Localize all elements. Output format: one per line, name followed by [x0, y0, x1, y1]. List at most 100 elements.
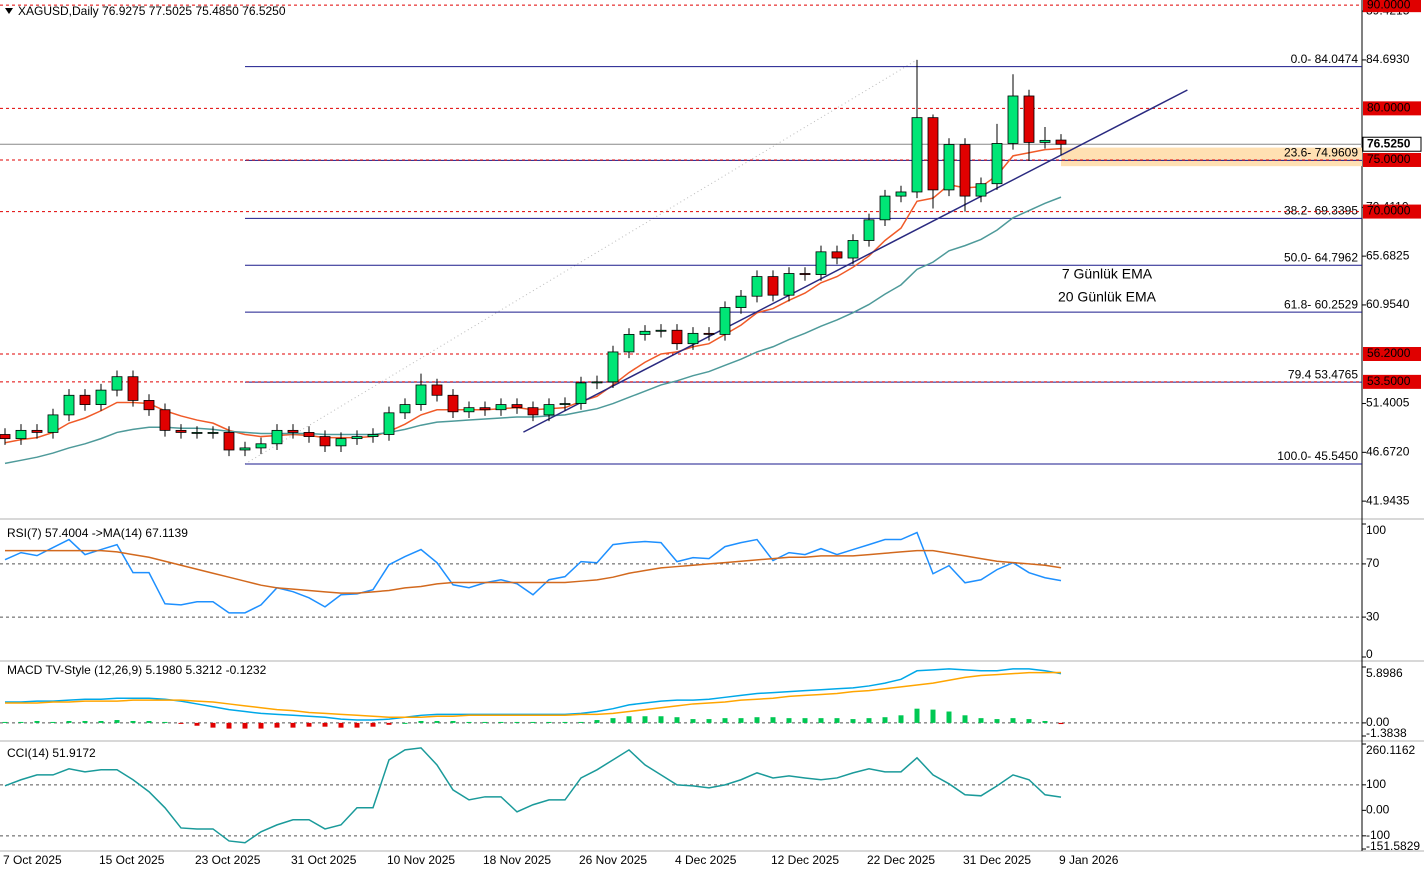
histogram-bar	[146, 720, 152, 723]
fib-label: 50.0- 64.7962	[1284, 250, 1358, 264]
histogram-bar	[226, 722, 232, 729]
ema-annotation: 7 Günlük EMA	[1062, 266, 1153, 282]
histogram-bar	[754, 717, 760, 723]
y-tick-label: 100	[1366, 523, 1386, 537]
indicator-line	[5, 549, 1062, 594]
candle-body	[175, 429, 187, 433]
histogram-bar	[466, 721, 472, 723]
histogram-bar	[882, 717, 888, 723]
current-price-label: 76.5250	[1367, 136, 1411, 150]
x-tick-label: 9 Jan 2026	[1059, 853, 1119, 867]
y-tick-label: 84.6930	[1366, 52, 1410, 66]
level-tag-label: 53.5000	[1367, 374, 1411, 388]
x-tick-label: 15 Oct 2025	[99, 853, 165, 867]
histogram-bar	[578, 721, 584, 723]
candle-body	[911, 117, 923, 193]
fib-label: 61.8- 60.2529	[1284, 297, 1358, 311]
histogram-bar	[546, 721, 552, 723]
level-tag	[1363, 374, 1421, 389]
histogram-bar	[434, 720, 440, 723]
histogram-bar	[770, 717, 776, 723]
histogram-bar	[658, 716, 664, 723]
candle-body	[63, 394, 75, 416]
candle-body	[495, 404, 507, 411]
ema-annotation: 20 Günlük EMA	[1058, 289, 1157, 305]
y-tick-label: 51.4005	[1366, 396, 1410, 410]
histogram-bar	[306, 722, 312, 727]
candle-body	[335, 438, 347, 447]
candle-body	[367, 434, 379, 437]
y-tick-label: 0.00	[1366, 803, 1390, 817]
candle-body	[271, 429, 283, 445]
candle-body	[799, 273, 811, 275]
y-tick-label: 0.00	[1366, 715, 1390, 729]
x-tick-label: 22 Dec 2025	[867, 853, 935, 867]
level-tag-label: 80.0000	[1367, 101, 1411, 115]
histogram-bar	[962, 715, 968, 723]
histogram-bar	[738, 718, 744, 723]
histogram-bar	[674, 717, 680, 723]
macd-line	[5, 668, 1062, 721]
y-tick-label: 60.9540	[1366, 297, 1410, 311]
histogram-bar	[114, 720, 120, 723]
current-price-tag	[1362, 136, 1422, 152]
candle-body	[623, 333, 635, 353]
histogram-bar	[898, 715, 904, 723]
candle-body	[991, 143, 1003, 185]
histogram-bar	[418, 720, 424, 723]
candle-body	[31, 429, 43, 433]
level-tag	[1363, 152, 1421, 167]
histogram-bar	[850, 719, 856, 723]
level-tag-label: 75.0000	[1367, 152, 1411, 166]
histogram-bar	[1042, 720, 1048, 723]
candle-body	[143, 400, 155, 411]
histogram-bar	[722, 718, 728, 723]
histogram-bar	[626, 716, 632, 723]
candle-body	[431, 384, 443, 396]
histogram-bar	[290, 722, 296, 728]
candle-body	[351, 436, 363, 440]
candle-body	[95, 389, 107, 405]
candle-body	[191, 432, 203, 434]
histogram-bar	[610, 718, 616, 723]
y-tick-label: 70	[1366, 556, 1380, 570]
candle-body	[383, 412, 395, 435]
x-tick-label: 31 Dec 2025	[963, 853, 1031, 867]
candle-body	[79, 394, 91, 405]
y-tick-label: 30	[1366, 609, 1380, 623]
histogram-bar	[802, 718, 808, 723]
level-tag	[1363, 101, 1421, 116]
level-tag	[1363, 346, 1421, 361]
histogram-bar	[50, 721, 56, 723]
histogram-bar	[242, 722, 248, 729]
histogram-bar	[978, 718, 984, 723]
candle-body	[575, 382, 587, 404]
histogram-bar	[130, 720, 136, 723]
y-tick-label: 41.9435	[1366, 493, 1410, 507]
x-tick-label: 4 Dec 2025	[675, 853, 737, 867]
x-tick-label: 26 Nov 2025	[579, 853, 647, 867]
y-tick-label: 65.6825	[1366, 248, 1410, 262]
fib-trend-line	[244, 59, 918, 465]
histogram-bar	[498, 721, 504, 723]
histogram-bar	[690, 719, 696, 723]
candle-body	[447, 394, 459, 413]
symbol-menu-arrow[interactable]	[5, 8, 13, 14]
histogram-bar	[162, 721, 168, 723]
fib-label: 38.2- 69.3395	[1284, 204, 1358, 218]
histogram-bar	[530, 721, 536, 723]
y-tick-label: -100	[1366, 828, 1390, 842]
histogram-bar	[1026, 719, 1032, 723]
candle-body	[303, 432, 315, 437]
candle-body	[959, 144, 971, 197]
histogram-bar	[210, 722, 216, 728]
candle-body	[847, 240, 859, 259]
candle-body	[111, 376, 123, 391]
candle-body	[895, 191, 907, 197]
macd-line	[5, 671, 1062, 718]
x-tick-label: 31 Oct 2025	[291, 853, 357, 867]
x-tick-label: 18 Nov 2025	[483, 853, 551, 867]
candle-body	[47, 414, 59, 433]
candle-body	[223, 432, 235, 451]
